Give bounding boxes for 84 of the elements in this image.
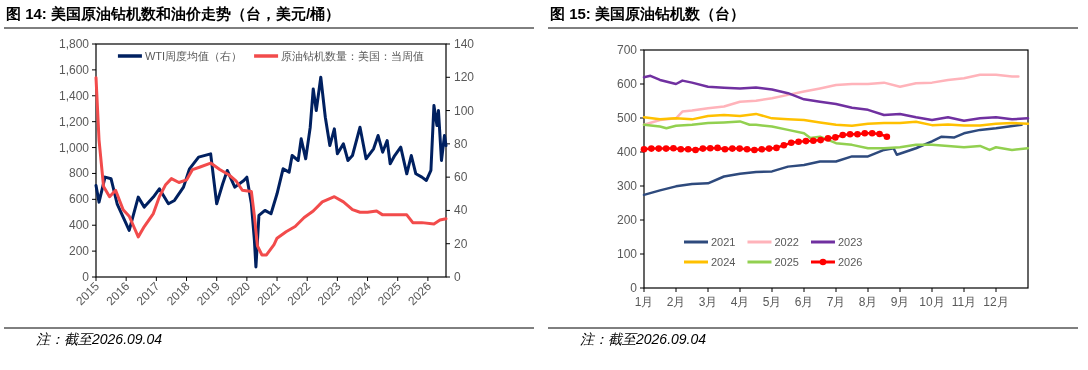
point xyxy=(743,145,751,153)
legend-label: 2024 xyxy=(711,256,736,268)
point xyxy=(751,146,758,154)
y-tick-label: 500 xyxy=(616,111,638,125)
x-tick-label: 4月 xyxy=(730,295,750,309)
point xyxy=(787,139,795,147)
y-tick-label: 100 xyxy=(616,247,638,261)
x-tick-label: 7月 xyxy=(826,295,846,309)
text: 注：截至2026.09.04 xyxy=(36,331,163,347)
y-tick-label: 200 xyxy=(616,213,638,227)
point xyxy=(780,141,788,149)
point xyxy=(736,145,743,152)
y-tick-label: 1,000 xyxy=(58,140,90,155)
y-tick-label: 400 xyxy=(68,218,90,233)
point xyxy=(662,145,670,152)
y-tick-label: 200 xyxy=(68,244,90,259)
point xyxy=(817,136,824,144)
point xyxy=(809,137,817,145)
y-tick-label: 1,600 xyxy=(58,62,90,77)
point xyxy=(670,144,677,152)
y-tick-label: 400 xyxy=(616,145,638,159)
point xyxy=(876,130,883,138)
x-tick-label: 6月 xyxy=(794,295,814,309)
legend-label: 2023 xyxy=(837,236,863,248)
point xyxy=(655,145,663,152)
y-tick-label: 600 xyxy=(68,192,90,207)
y-tick-label: 1,800 xyxy=(58,37,90,51)
y2-tick-label: 20 xyxy=(454,236,468,251)
point xyxy=(648,145,655,152)
point xyxy=(729,145,736,152)
point xyxy=(765,145,773,152)
x-tick-label: 3月 xyxy=(698,295,718,309)
point xyxy=(721,145,729,153)
x-tick-label: 1月 xyxy=(634,295,654,309)
y2-tick-label: 60 xyxy=(454,170,468,185)
point xyxy=(824,135,832,142)
point xyxy=(758,145,766,153)
x-tick-label: 9月 xyxy=(890,295,910,309)
y2-tick-label: 0 xyxy=(454,270,461,284)
chart-title: 图 14: 美国原油钻机数和油价走势（台，美元/桶） xyxy=(6,5,341,22)
point xyxy=(692,146,699,154)
point xyxy=(832,134,839,141)
y2-tick-label: 40 xyxy=(454,203,468,218)
legend-label: 2021 xyxy=(711,236,736,248)
chart-title: 图 15: 美国原油钻机数（台） xyxy=(550,5,746,22)
point xyxy=(773,144,780,152)
x-tick-label: 2月 xyxy=(666,295,686,309)
y2-tick-label: 120 xyxy=(454,70,475,85)
point xyxy=(802,137,810,145)
y-tick-label: 0 xyxy=(82,270,90,284)
point xyxy=(854,131,861,138)
x-tick-label: 11月 xyxy=(951,295,977,309)
point xyxy=(677,145,685,153)
point xyxy=(714,144,721,152)
point xyxy=(839,131,847,139)
point xyxy=(861,130,869,137)
point xyxy=(684,145,692,153)
point xyxy=(640,145,648,153)
y-tick-label: 1,400 xyxy=(58,88,90,103)
y-tick-label: 700 xyxy=(616,43,638,57)
y2-tick-label: 100 xyxy=(454,103,475,118)
point xyxy=(883,133,891,140)
y-tick-label: 0 xyxy=(630,281,638,295)
x-tick-label: 10月 xyxy=(919,295,945,309)
legend-label: 2025 xyxy=(774,256,799,268)
x-tick-label: 12月 xyxy=(983,295,1009,309)
y2-tick-label: 80 xyxy=(454,136,468,151)
legend-label: WTI周度均值（右） xyxy=(144,50,243,62)
x-tick-label: 5月 xyxy=(762,295,782,309)
text: 注：截至2026.09.04 xyxy=(580,331,707,347)
point xyxy=(699,145,707,152)
legend-label: 2022 xyxy=(774,236,799,248)
y-tick-label: 800 xyxy=(68,166,90,181)
legend-label: 2026 xyxy=(837,256,863,268)
y-tick-label: 600 xyxy=(616,77,638,91)
point xyxy=(795,138,802,146)
y2-tick-label: 140 xyxy=(454,37,475,51)
y-tick-label: 300 xyxy=(616,179,638,193)
point xyxy=(846,131,854,138)
point xyxy=(868,130,876,137)
point xyxy=(706,144,714,152)
legend-label: 原油钻机数量：美国：当周值 xyxy=(281,50,425,62)
y-tick-label: 1,200 xyxy=(58,114,90,129)
x-tick-label: 8月 xyxy=(858,295,878,309)
